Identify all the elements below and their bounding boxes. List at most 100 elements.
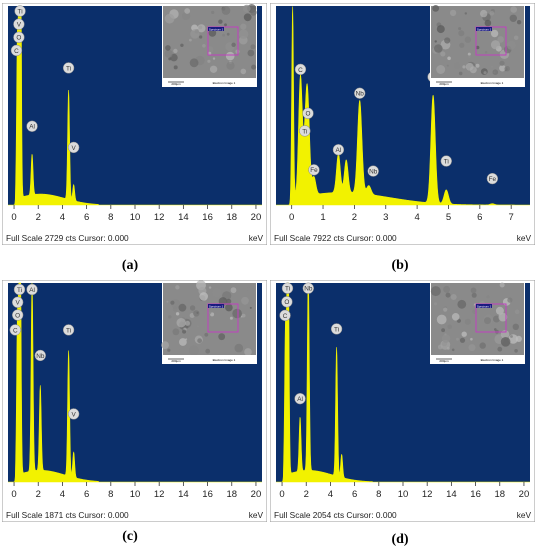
sem-image-inset: Spectrum 1 200µm Electron Image 1 <box>430 282 525 364</box>
x-tick-label: 8 <box>108 489 113 500</box>
sem-texture <box>475 45 480 50</box>
sem-texture <box>164 49 173 58</box>
sem-texture <box>243 13 252 22</box>
sem-texture <box>498 312 508 322</box>
x-tick-label: 8 <box>108 212 113 223</box>
peak-marker: Nb <box>34 349 46 362</box>
sem-texture <box>510 6 517 13</box>
sem-texture <box>494 328 497 331</box>
peak-label: V <box>72 145 77 152</box>
peak-label: Ti <box>444 158 449 165</box>
sem-image-bar <box>163 78 256 86</box>
x-tick-label: 20 <box>251 489 262 500</box>
peak-label: Nb <box>356 91 365 98</box>
peak-marker-circle <box>486 172 499 185</box>
peak-marker-circle <box>12 296 24 308</box>
peak-marker: C <box>9 324 21 336</box>
roi-label: Spectrum 1 <box>477 27 492 31</box>
sem-texture <box>193 310 200 317</box>
sem-texture <box>221 6 231 15</box>
sem-texture <box>464 12 467 15</box>
sem-texture <box>484 51 488 54</box>
peak-label: Ti <box>334 326 339 333</box>
x-tick-label: 18 <box>226 489 237 500</box>
peak-marker-circle <box>12 309 24 321</box>
peak-marker-circle <box>62 62 75 74</box>
peak-marker: O <box>12 309 24 321</box>
sem-texture <box>234 343 244 353</box>
sem-texture <box>247 49 255 57</box>
sem-texture <box>479 342 486 349</box>
x-tick-label: 7 <box>509 212 514 223</box>
peak-marker-circle <box>302 282 314 294</box>
sem-texture <box>210 312 215 317</box>
sem-texture <box>207 51 212 56</box>
sem-texture <box>509 14 517 22</box>
scale-bar-label: 200µm <box>171 359 181 363</box>
peak-marker: Al <box>332 144 345 156</box>
peak-marker-circle <box>13 31 25 43</box>
peak-marker: C <box>10 44 23 57</box>
peak-marker-circle <box>26 283 38 296</box>
sem-texture <box>173 65 178 70</box>
x-tick-label: 2 <box>36 489 41 500</box>
sem-texture <box>208 286 212 289</box>
peak-marker-circle <box>332 144 345 156</box>
x-unit-label: keV <box>249 510 264 520</box>
sem-texture <box>211 10 215 14</box>
sem-texture <box>514 349 518 353</box>
sem-texture <box>468 55 471 58</box>
sem-texture <box>447 324 452 330</box>
sem-texture <box>197 338 203 344</box>
x-tick-label: 5 <box>446 212 451 223</box>
sem-texture <box>173 48 178 54</box>
peak-label: Al <box>297 396 303 403</box>
sem-texture <box>240 68 247 75</box>
peak-label: C <box>14 48 19 55</box>
sem-texture <box>185 320 190 326</box>
peak-marker: Nb <box>302 282 314 294</box>
sem-texture <box>161 341 170 349</box>
peak-marker-circle <box>68 408 80 420</box>
x-tick-label: 20 <box>251 212 262 223</box>
sem-texture <box>184 8 191 14</box>
electron-image-label: Electron Image 1 <box>213 358 236 362</box>
spectrum-panel-a: Ti V O C Al Ti V Spectrum 1 200µm Electron Image … <box>2 3 267 245</box>
peak-label: Ti <box>66 327 71 334</box>
sem-texture <box>222 33 226 37</box>
peak-label: Al <box>29 124 35 131</box>
sem-texture <box>492 69 499 75</box>
peak-marker-circle <box>10 44 23 57</box>
sem-texture <box>513 35 519 41</box>
sem-texture <box>209 65 218 73</box>
x-tick-label: 18 <box>494 489 505 500</box>
sem-texture <box>499 64 506 72</box>
sem-texture <box>471 292 477 298</box>
sem-texture <box>182 329 187 334</box>
sem-texture <box>194 29 199 34</box>
sem-texture <box>484 317 491 325</box>
sem-texture <box>512 323 519 330</box>
sem-texture <box>172 328 180 336</box>
sem-texture <box>490 65 494 68</box>
full-scale-status: Full Scale 1871 cts Cursor: 0.000 <box>6 510 129 520</box>
full-scale-status: Full Scale 2729 cts Cursor: 0.000 <box>6 233 129 243</box>
peak-label: Nb <box>369 168 378 175</box>
sem-texture <box>436 25 445 34</box>
sem-texture <box>165 45 171 51</box>
sem-texture <box>199 35 203 39</box>
roi-label: Spectrum 1 <box>209 304 224 308</box>
sem-texture <box>436 314 447 325</box>
sem-texture <box>480 9 488 18</box>
peak-marker-circle <box>26 120 38 132</box>
sem-texture <box>249 306 252 309</box>
x-tick-label: 14 <box>178 212 189 223</box>
x-tick-label: 0 <box>289 212 294 223</box>
spectrum-svg-d: Ti OC Al Nb Ti Spectrum 1 200µm Electron Image … <box>270 280 535 522</box>
peak-marker-circle <box>279 309 291 322</box>
peak-marker: Fe <box>308 164 320 176</box>
peak-marker: V <box>13 18 25 30</box>
peak-marker: Ti <box>299 125 311 137</box>
sem-texture <box>205 348 211 354</box>
